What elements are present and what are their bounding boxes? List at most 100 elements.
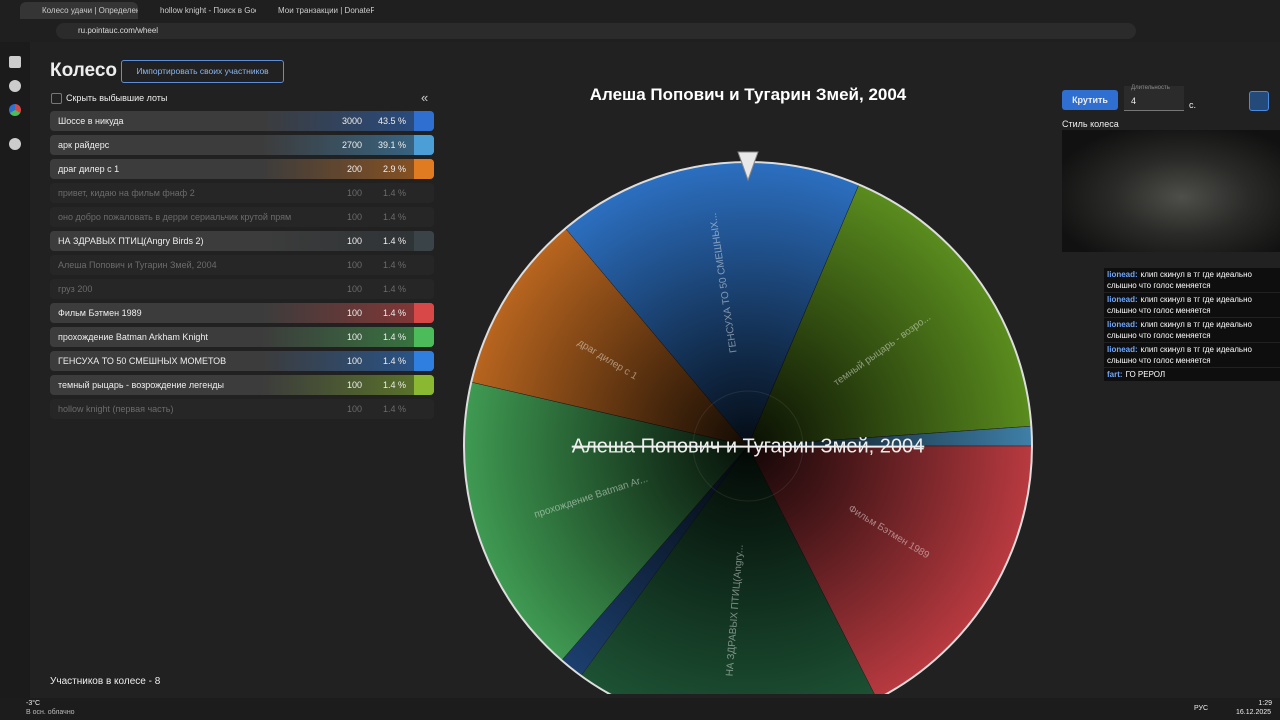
wheel-hub	[692, 390, 804, 502]
duration-input[interactable]	[1124, 86, 1184, 111]
collapse-button[interactable]: «	[421, 90, 429, 105]
lot-percent: 1.4 %	[382, 212, 406, 222]
lot-row: привет, кидаю на фильм фнаф 2 100 1.4 %	[50, 183, 434, 203]
chat-user: lionead:	[1107, 295, 1138, 304]
lot-amount: 2700	[341, 140, 362, 150]
chat-message: fart: ГО РЕРОЛ	[1104, 368, 1280, 381]
chat-user: lionead:	[1107, 345, 1138, 354]
duration-value: 4	[1131, 96, 1137, 106]
lot-amount: 100	[346, 380, 362, 390]
nav-icon[interactable]	[9, 80, 21, 92]
weather: В осн. облачно	[26, 709, 75, 716]
lot-name: Алеша Попович и Тугарин Змей, 2004	[58, 260, 217, 270]
taskbar: -3°C В осн. облачно РУС 1:29 16.12.2025	[0, 698, 1280, 720]
style-label: Стиль колеса	[1062, 119, 1119, 129]
chat-text: клип скинул в тг где идеально слышно что…	[1107, 295, 1252, 315]
lot-percent: 1.4 %	[382, 356, 406, 366]
lot-row: прохождение Batman Arkham Knight 100 1.4 %	[50, 327, 434, 347]
lot-row: Алеша Попович и Тугарин Змей, 2004 100 1.4…	[50, 255, 434, 275]
browser-tab[interactable]: Колесо удачи | Определение по...	[20, 2, 138, 19]
checkbox-label: Скрыть выбывшие лоты	[66, 93, 168, 103]
chat-text: клип скинул в тг где идеально слышно что…	[1107, 345, 1252, 365]
checkbox[interactable]	[51, 93, 62, 104]
lot-row: hollow knight (первая часть) 100 1.4 %	[50, 399, 434, 419]
wheel-shade	[464, 162, 1032, 694]
lot-percent: 43.5 %	[377, 116, 406, 126]
chat-text: клип скинул в тг где идеально слышно что…	[1107, 320, 1252, 340]
lot-percent: 1.4 %	[382, 188, 406, 198]
chat-user: fart:	[1107, 370, 1123, 379]
chat-text: клип скинул в тг где идеально слышно что…	[1107, 270, 1252, 290]
lot-action[interactable]	[414, 351, 434, 371]
date: 16.12.2025	[1236, 709, 1272, 716]
lot-row: драг дилер с 1 200 2.9 %	[50, 159, 434, 179]
nav-icon[interactable]	[9, 56, 21, 68]
lot-row: НА ЗДРАВЫХ ПТИЦ(Angry Birds 2) 100 1.4 %	[50, 231, 434, 251]
duration-unit: с.	[1189, 100, 1197, 110]
lot-action[interactable]	[414, 303, 434, 323]
lot-percent: 2.9 %	[382, 164, 406, 174]
wheel-title: Алеша Попович и Тугарин Змей, 2004	[590, 85, 907, 104]
lot-action[interactable]	[414, 159, 434, 179]
import-button[interactable]: Импортировать своих участников	[121, 60, 284, 83]
lot-name: hollow knight (первая часть)	[58, 404, 174, 414]
lot-percent: 1.4 %	[382, 380, 406, 390]
chat-message: lionead: клип скинул в тг где идеально сл…	[1104, 268, 1280, 292]
winner-text: Алеша Попович и Тугарин Змей, 2004	[572, 435, 925, 457]
lot-name: груз 200	[58, 284, 93, 294]
lot-name: прохождение Batman Arkham Knight	[58, 332, 208, 342]
lot-percent: 39.1 %	[377, 140, 406, 150]
sidebar	[0, 42, 30, 698]
lot-amount: 100	[346, 332, 362, 342]
nav-icon[interactable]	[9, 138, 21, 150]
lot-row: арк райдерс 2700 39.1 %	[50, 135, 434, 155]
language: РУС	[1194, 705, 1209, 712]
wheel-pointer	[737, 151, 759, 182]
lot-action[interactable]	[414, 231, 434, 251]
lot-percent: 1.4 %	[382, 332, 406, 342]
lot-name: ГЕНСУХА ТО 50 СМЕШНЫХ МОМЕТОВ	[58, 356, 227, 366]
lot-amount: 100	[346, 284, 362, 294]
lot-amount: 100	[346, 188, 362, 198]
spin-button[interactable]: Крутить	[1062, 90, 1118, 110]
chat-user: lionead:	[1107, 320, 1138, 329]
lot-percent: 1.4 %	[382, 284, 406, 294]
chat-text: ГО РЕРОЛ	[1125, 370, 1166, 379]
lot-name: привет, кидаю на фильм фнаф 2	[58, 188, 195, 198]
lot-percent: 1.4 %	[382, 308, 406, 318]
browser-tab[interactable]: Мои транзакции | DonatePay	[278, 6, 374, 15]
settings-button[interactable]	[1249, 91, 1269, 111]
lot-name: арк райдерс	[58, 140, 110, 150]
chat-message: lionead: клип скинул в тг где идеально сл…	[1104, 318, 1280, 342]
lot-amount: 200	[346, 164, 362, 174]
lot-row: Фильм Бэтмен 1989 100 1.4 %	[50, 303, 434, 323]
browser-tab[interactable]: hollow knight - Поиск в Google	[160, 6, 256, 15]
lot-action[interactable]	[414, 111, 434, 131]
lot-amount: 100	[346, 260, 362, 270]
lot-name: Шоссе в никуда	[58, 116, 124, 126]
lot-action[interactable]	[414, 327, 434, 347]
chat-message: lionead: клип скинул в тг где идеально сл…	[1104, 293, 1280, 317]
lot-name: НА ЗДРАВЫХ ПТИЦ(Angry Birds 2)	[58, 236, 204, 246]
lot-action[interactable]	[414, 135, 434, 155]
webcam	[1062, 130, 1280, 252]
address-bar[interactable]: ru.pointauc.com/wheel	[56, 23, 1136, 39]
chat-user: lionead:	[1107, 270, 1138, 279]
lot-row: Шоссе в никуда 3000 43.5 %	[50, 111, 434, 131]
lot-action[interactable]	[414, 375, 434, 395]
participants-count: Участников в колесе - 8	[50, 676, 161, 687]
nav-icon[interactable]	[9, 104, 21, 116]
chat-message: lionead: клип скинул в тг где идеально сл…	[1104, 343, 1280, 367]
lot-amount: 100	[346, 356, 362, 366]
lot-amount: 100	[346, 236, 362, 246]
clock: 1:29	[1258, 700, 1272, 707]
lot-name: Фильм Бэтмен 1989	[58, 308, 142, 318]
browser-chrome: ru.pointauc.com/wheel Колесо удачи | Опр…	[0, 0, 1280, 42]
lot-name: драг дилер с 1	[58, 164, 120, 174]
lot-amount: 100	[346, 308, 362, 318]
app: Колесо Импортировать своих участников Ск…	[0, 42, 1280, 698]
wheel: Алеша Попович и Тугарин Змей, 2004 ГЕНСУ…	[463, 85, 1033, 694]
lot-percent: 1.4 %	[382, 260, 406, 270]
